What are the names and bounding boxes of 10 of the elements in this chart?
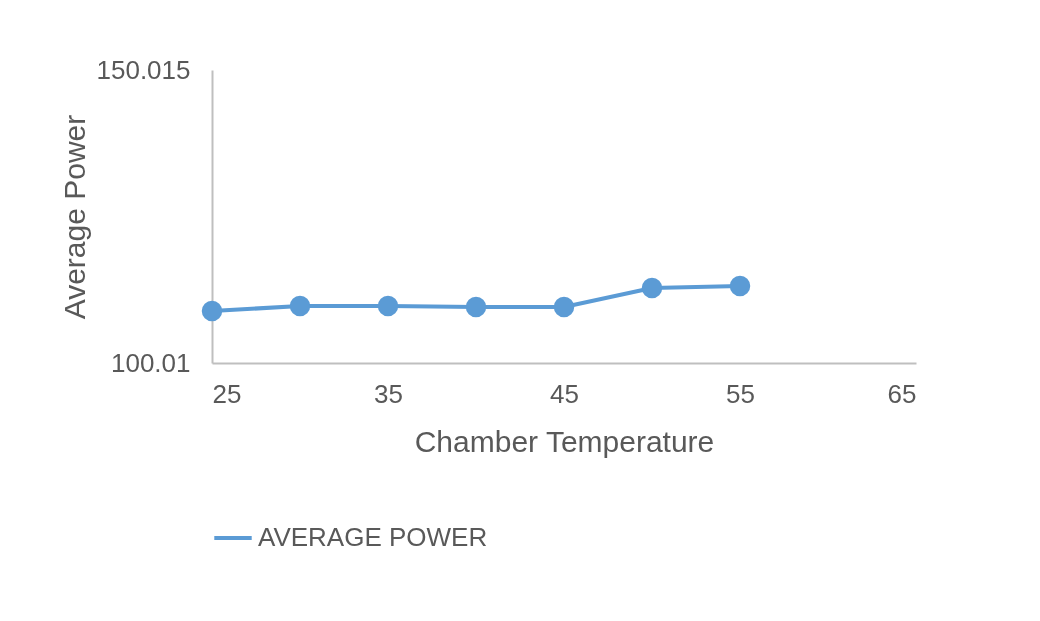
x-tick-label: 35 — [374, 378, 403, 409]
y-tick-label: 150.015 — [96, 54, 191, 85]
x-tick-label: 65 — [887, 378, 917, 409]
y-tick-label: 100.01 — [110, 347, 191, 378]
legend-label: AVERAGE POWER — [258, 522, 488, 552]
x-tick-label: 45 — [550, 378, 579, 409]
x-tick-label: 55 — [726, 378, 755, 409]
x-tick-label: 25 — [212, 378, 242, 409]
x-axis-title: Chamber Temperature — [414, 424, 715, 458]
y-axis-title: Average Power — [57, 114, 91, 320]
